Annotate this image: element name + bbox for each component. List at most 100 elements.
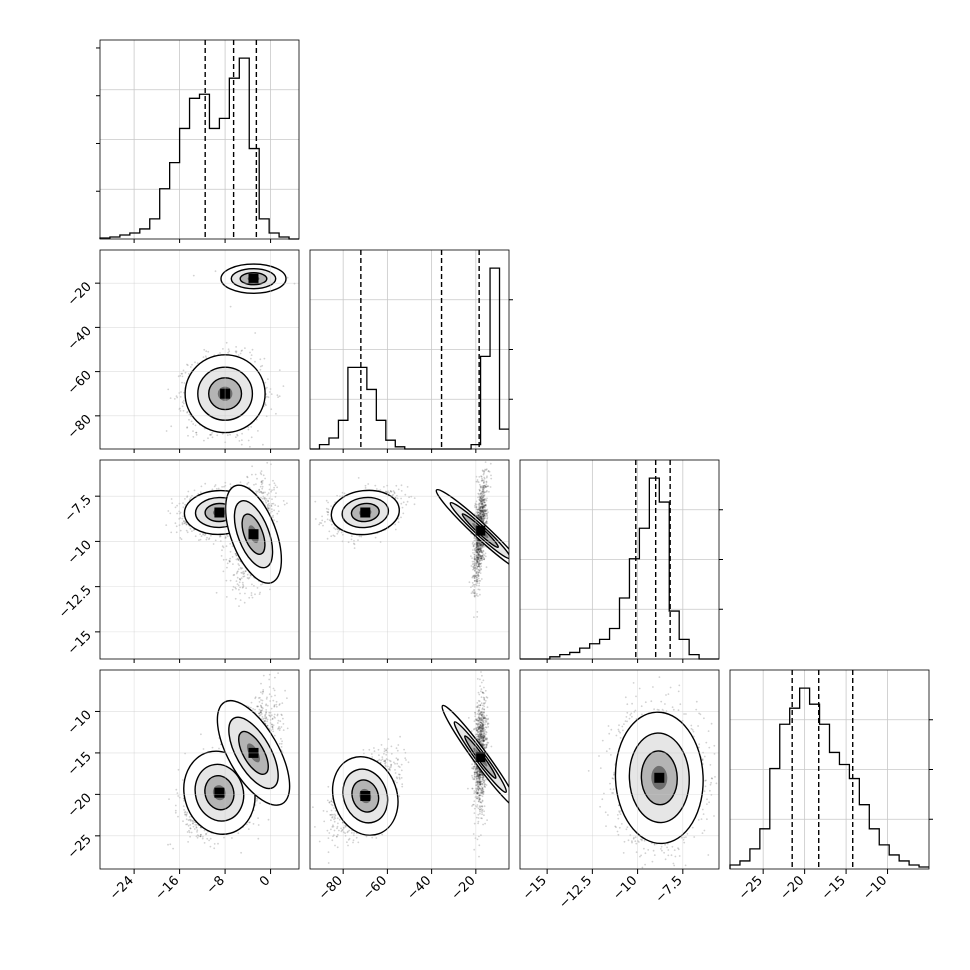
sample-point [213, 485, 216, 488]
sample-point [250, 426, 253, 428]
sample-point [176, 504, 179, 507]
sample-point [241, 349, 244, 352]
sample-point [223, 485, 225, 488]
sample-point [272, 514, 274, 517]
sample-point [198, 539, 200, 541]
sample-point [250, 354, 253, 356]
sample-point [191, 530, 193, 533]
sample-point [249, 574, 252, 576]
sample-point [236, 576, 239, 579]
sample-point [256, 477, 258, 480]
sample-point [235, 580, 238, 582]
sample-point [227, 348, 230, 351]
sample-point [235, 350, 238, 353]
sample-point [256, 490, 259, 493]
sample-point [251, 596, 254, 599]
sample-point [211, 488, 214, 491]
sample-point [231, 545, 234, 547]
sample-point [208, 538, 210, 541]
density-peak [248, 529, 259, 540]
sample-point [186, 426, 189, 428]
sample-point [268, 483, 271, 486]
sample-point [229, 550, 232, 553]
sample-point [195, 431, 198, 434]
sample-point [210, 534, 212, 537]
sample-point [243, 601, 246, 604]
sample-point [267, 500, 270, 503]
sample-point [264, 381, 267, 384]
sample-point [265, 404, 267, 407]
sample-point [232, 574, 235, 577]
sample-point [185, 523, 188, 526]
sample-point [236, 583, 239, 585]
sample-point [266, 395, 268, 398]
sample-point [239, 592, 241, 595]
sample-point [169, 397, 172, 399]
sample-point [186, 531, 189, 534]
sample-point [253, 483, 255, 486]
sample-point [219, 352, 221, 354]
sample-point [271, 502, 273, 505]
sample-point [236, 434, 239, 437]
sample-point [197, 493, 200, 495]
sample-point [209, 434, 212, 436]
sample-point [191, 363, 193, 366]
sample-point [189, 366, 192, 368]
sample-point [199, 491, 202, 494]
sample-point [167, 388, 170, 391]
sample-point [219, 535, 222, 538]
sample-point [332, 534, 335, 537]
sample-point [244, 592, 246, 595]
sample-point [264, 491, 266, 494]
sample-point [259, 358, 262, 361]
sample-point [173, 398, 176, 400]
sample-point [188, 413, 191, 416]
scatter-panel-0-2 [99, 459, 300, 660]
sample-point [237, 568, 240, 570]
sample-point [200, 485, 203, 488]
sample-point [187, 372, 190, 375]
sample-point [258, 488, 261, 491]
sample-point [180, 538, 183, 541]
sample-point [234, 586, 237, 589]
sample-point [266, 503, 269, 506]
sample-point [273, 488, 275, 491]
sample-point [241, 439, 243, 442]
sample-point [182, 409, 185, 412]
sample-point [246, 476, 249, 479]
sample-point [277, 396, 279, 398]
sample-point [225, 596, 228, 598]
sample-point [193, 489, 196, 492]
sample-point [259, 485, 262, 488]
sample-point [267, 499, 269, 502]
sample-point [249, 351, 251, 354]
sample-point [226, 434, 229, 437]
sample-point [239, 579, 242, 581]
sample-point [203, 439, 205, 442]
sample-point [170, 498, 173, 500]
sample-point [222, 570, 225, 573]
sample-point [258, 491, 261, 494]
sample-point [263, 497, 266, 499]
sample-point [259, 490, 262, 493]
sample-point [268, 497, 271, 500]
sample-point [267, 507, 270, 510]
sample-point [270, 508, 273, 511]
hist-step [99, 57, 299, 240]
sample-point [237, 584, 240, 587]
sample-point [169, 512, 172, 515]
sample-point [250, 574, 252, 577]
sample-point [186, 410, 189, 413]
sample-point [395, 484, 398, 487]
sample-point [196, 362, 199, 364]
sample-point [273, 482, 276, 485]
sample-point [254, 332, 257, 334]
sample-point [248, 596, 251, 599]
sample-point [182, 369, 185, 372]
sample-point [238, 564, 241, 567]
sample-point [267, 492, 270, 494]
sample-point [235, 554, 238, 557]
sample-point [181, 522, 184, 524]
sample-point [222, 348, 224, 350]
sample-point [184, 498, 186, 500]
